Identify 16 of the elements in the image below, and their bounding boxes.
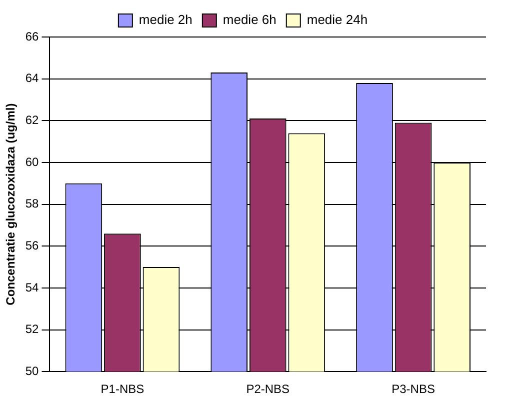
legend-label: medie 6h [222,12,276,28]
y-tick-label: 58 [25,196,40,211]
y-tick-label: 56 [25,238,40,252]
y-tick-label: 50 [25,364,40,378]
x-tick-label: P1-NBS [100,382,144,396]
y-tick-label: 60 [25,154,40,169]
y-tick-label: 66 [25,29,40,44]
y-tick-label: 64 [25,71,40,86]
y-tick-label: 62 [25,112,40,127]
legend-label: medie 24h [306,12,368,28]
y-tick-label: 54 [25,280,40,294]
x-tick-label: P2-NBS [246,382,290,396]
x-tick-label: P3-NBS [392,382,435,396]
legend-label: medie 2h [138,12,192,28]
y-tick-label: 52 [25,322,40,336]
y-axis-title: Concentratie glucozoxidaza (ug/ml) [4,103,18,306]
